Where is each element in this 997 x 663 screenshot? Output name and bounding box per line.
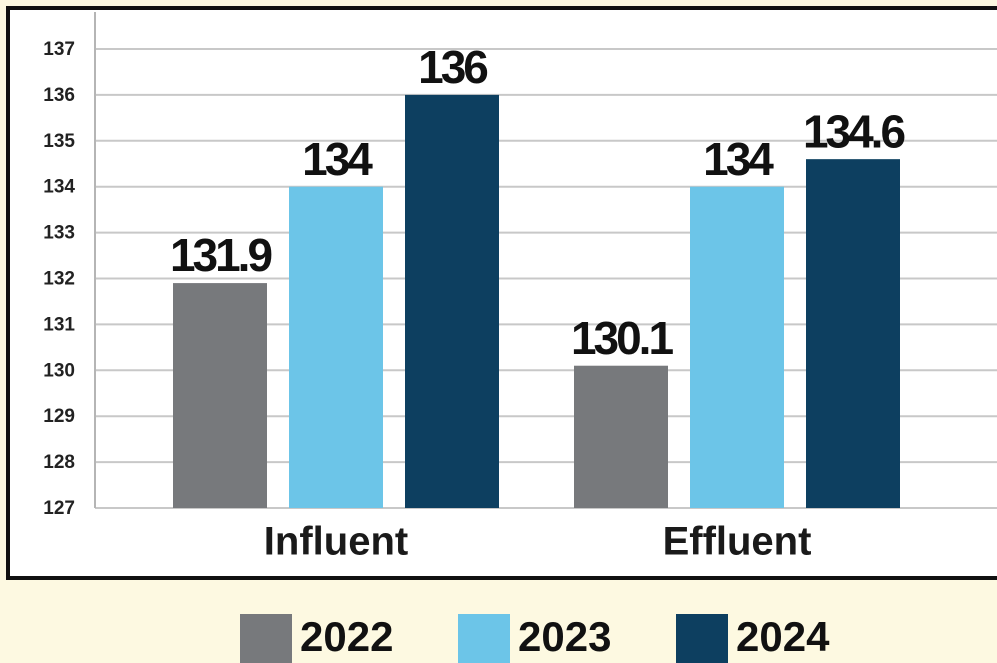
y-tick-label: 132 xyxy=(43,269,75,290)
y-tick-label: 127 xyxy=(43,498,75,519)
y-tick-label: 134 xyxy=(43,177,75,198)
y-tick-label: 129 xyxy=(43,406,75,427)
value-label: 134 xyxy=(302,133,373,185)
y-tick-label: 135 xyxy=(43,131,75,152)
bar xyxy=(289,186,383,508)
y-tick-label: 131 xyxy=(43,314,75,335)
legend-label: 2022 xyxy=(300,613,393,660)
value-label: 136 xyxy=(418,41,487,93)
legend-swatch xyxy=(676,614,728,663)
x-tick-label: Influent xyxy=(264,520,408,564)
bar xyxy=(806,159,900,508)
bar xyxy=(405,94,499,509)
y-tick-label: 136 xyxy=(43,85,75,106)
y-tick-label: 137 xyxy=(43,39,75,60)
y-tick-label: 133 xyxy=(43,223,75,244)
value-label: 131.9 xyxy=(170,229,272,281)
value-label: 134 xyxy=(703,133,774,185)
y-tick-label: 128 xyxy=(43,452,75,473)
y-tick-label: 130 xyxy=(43,360,75,381)
value-label: 130.1 xyxy=(571,312,674,364)
legend-label: 2024 xyxy=(736,613,830,660)
legend-label: 2023 xyxy=(518,613,611,660)
bar xyxy=(173,283,267,508)
bar xyxy=(574,365,668,508)
legend-swatch xyxy=(240,614,292,663)
bar xyxy=(690,186,784,508)
value-label: 134.6 xyxy=(803,105,905,157)
x-tick-label: Effluent xyxy=(663,520,812,564)
legend-swatch xyxy=(458,614,510,663)
